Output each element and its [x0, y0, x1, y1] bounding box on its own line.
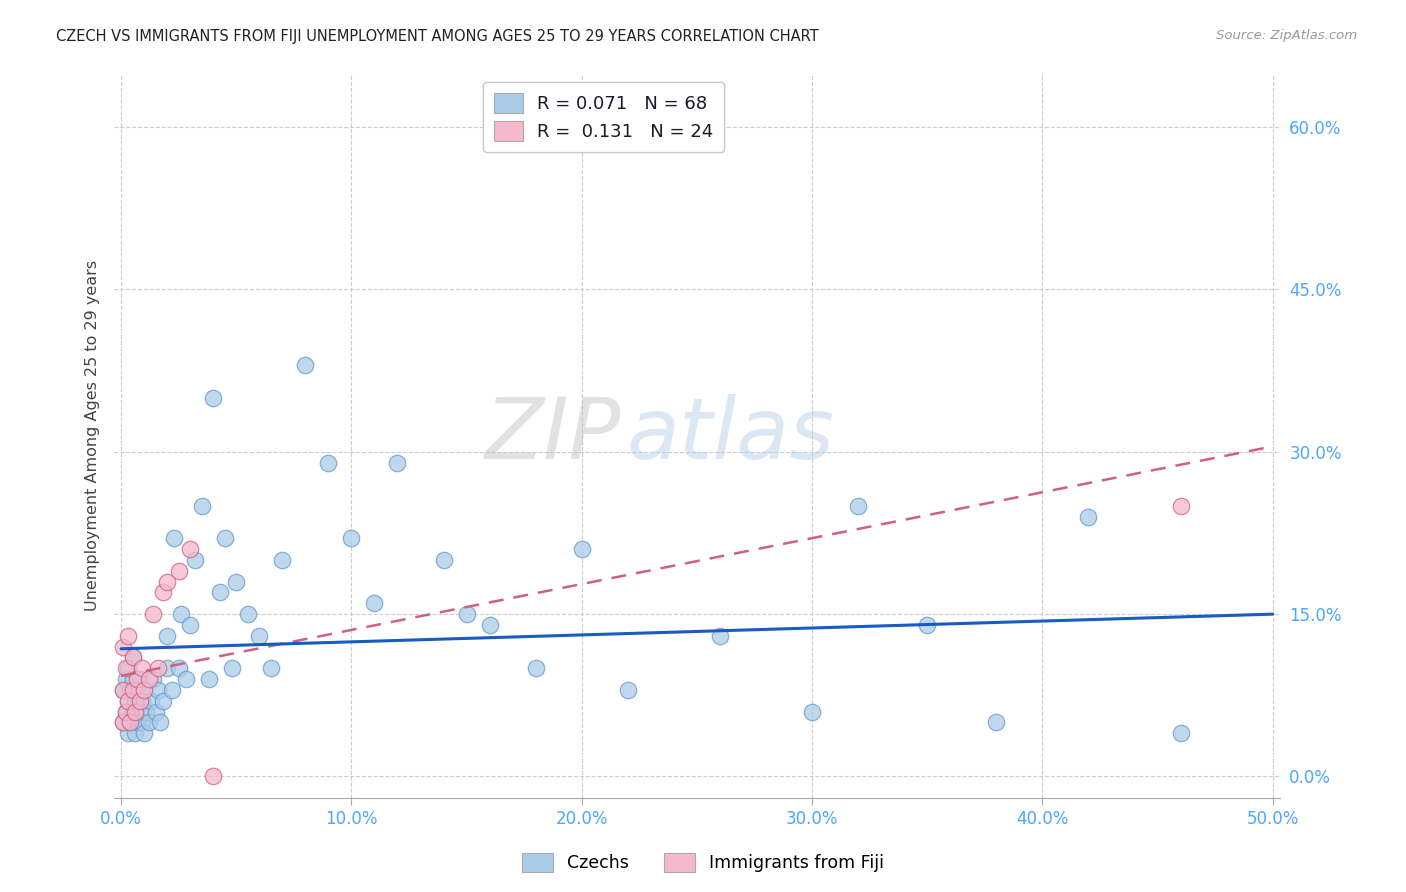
Point	[114, 661, 136, 675]
Point	[112, 682, 135, 697]
Point	[1077, 509, 1099, 524]
Point	[121, 672, 143, 686]
Point	[117, 726, 139, 740]
Point	[294, 358, 316, 372]
Point	[127, 672, 149, 686]
Point	[149, 715, 172, 730]
Point	[225, 574, 247, 589]
Point	[114, 672, 136, 686]
Point	[156, 574, 179, 589]
Point	[128, 705, 150, 719]
Point	[146, 682, 169, 697]
Point	[114, 705, 136, 719]
Point	[478, 618, 501, 632]
Point	[432, 553, 454, 567]
Text: Source: ZipAtlas.com: Source: ZipAtlas.com	[1216, 29, 1357, 43]
Point	[138, 672, 160, 686]
Point	[167, 661, 190, 675]
Text: atlas: atlas	[627, 394, 835, 477]
Point	[915, 618, 938, 632]
Point	[340, 532, 363, 546]
Point	[112, 640, 135, 654]
Point	[120, 682, 142, 697]
Point	[247, 629, 270, 643]
Point	[179, 542, 201, 557]
Point	[197, 672, 219, 686]
Point	[184, 553, 207, 567]
Text: ZIP: ZIP	[485, 394, 621, 477]
Point	[236, 607, 259, 621]
Point	[135, 705, 157, 719]
Point	[112, 682, 135, 697]
Point	[209, 585, 232, 599]
Point	[190, 499, 212, 513]
Point	[121, 705, 143, 719]
Point	[163, 532, 186, 546]
Point	[801, 705, 824, 719]
Point	[112, 715, 135, 730]
Point	[131, 661, 153, 675]
Point	[114, 705, 136, 719]
Point	[202, 770, 225, 784]
Text: CZECH VS IMMIGRANTS FROM FIJI UNEMPLOYMENT AMONG AGES 25 TO 29 YEARS CORRELATION: CZECH VS IMMIGRANTS FROM FIJI UNEMPLOYME…	[56, 29, 818, 45]
Point	[179, 618, 201, 632]
Point	[121, 650, 143, 665]
Point	[271, 553, 294, 567]
Point	[387, 456, 409, 470]
Point	[1170, 499, 1192, 513]
Point	[221, 661, 243, 675]
Point	[456, 607, 478, 621]
Point	[363, 596, 385, 610]
Point	[134, 682, 156, 697]
Point	[142, 672, 165, 686]
Point	[617, 682, 640, 697]
Point	[134, 682, 156, 697]
Point	[127, 715, 149, 730]
Point	[1170, 726, 1192, 740]
Point	[260, 661, 283, 675]
Point	[170, 607, 193, 621]
Point	[145, 705, 167, 719]
Point	[152, 694, 174, 708]
Point	[117, 629, 139, 643]
Point	[160, 682, 183, 697]
Point	[127, 682, 149, 697]
Point	[117, 694, 139, 708]
Point	[117, 661, 139, 675]
Point	[134, 726, 156, 740]
Point	[846, 499, 869, 513]
Point	[124, 705, 146, 719]
Point	[120, 715, 142, 730]
Legend: R = 0.071   N = 68, R =  0.131   N = 24: R = 0.071 N = 68, R = 0.131 N = 24	[484, 82, 724, 152]
Point	[128, 694, 150, 708]
Point	[571, 542, 593, 557]
Point	[202, 391, 225, 405]
Point	[142, 607, 165, 621]
Point	[124, 726, 146, 740]
Point	[138, 715, 160, 730]
Legend: Czechs, Immigrants from Fiji: Czechs, Immigrants from Fiji	[515, 846, 891, 879]
Point	[167, 564, 190, 578]
Point	[139, 694, 162, 708]
Point	[709, 629, 731, 643]
Point	[131, 694, 153, 708]
Point	[124, 694, 146, 708]
Point	[156, 661, 179, 675]
Point	[152, 585, 174, 599]
Point	[121, 650, 143, 665]
Point	[131, 715, 153, 730]
Point	[117, 694, 139, 708]
Point	[986, 715, 1008, 730]
Point	[318, 456, 340, 470]
Point	[156, 629, 179, 643]
Point	[120, 715, 142, 730]
Point	[146, 661, 169, 675]
Point	[524, 661, 547, 675]
Point	[128, 672, 150, 686]
Point	[121, 682, 143, 697]
Y-axis label: Unemployment Among Ages 25 to 29 years: Unemployment Among Ages 25 to 29 years	[86, 260, 100, 611]
Point	[174, 672, 197, 686]
Point	[112, 715, 135, 730]
Point	[214, 532, 236, 546]
